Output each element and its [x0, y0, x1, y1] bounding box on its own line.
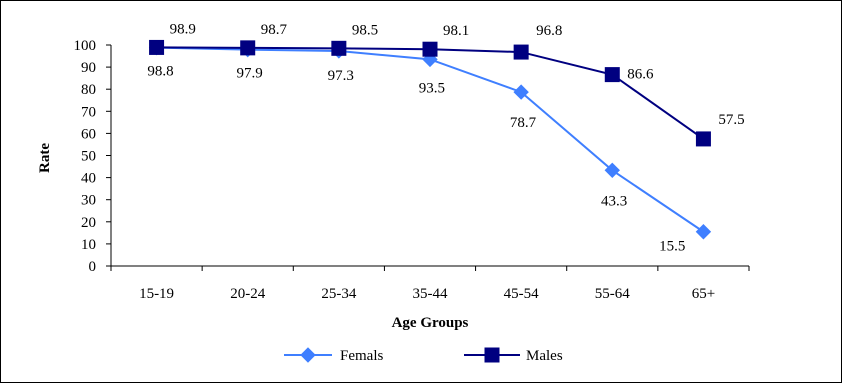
x-tick-label: 35-44 — [413, 286, 448, 302]
data-label-males: 98.1 — [443, 23, 469, 39]
series-layer — [148, 39, 712, 240]
data-point-males — [513, 44, 529, 60]
data-labels: 98.9 98.7 98.5 98.1 96.8 86.6 57.5 98.8 97.9 97.3… — [147, 21, 744, 254]
data-point-males — [149, 39, 165, 55]
y-tick-label: 50 — [81, 149, 96, 165]
y-tick-label: 10 — [81, 237, 96, 253]
legend-item-femals: Femals — [284, 347, 383, 364]
x-tick-label: 20-24 — [230, 286, 265, 302]
data-point-femals — [513, 84, 529, 100]
data-label-femals: 97.3 — [328, 68, 354, 84]
data-point-males — [422, 41, 438, 57]
legend-item-males: Males — [464, 347, 563, 364]
legend: Femals Males — [284, 347, 563, 364]
data-point-males — [695, 131, 711, 147]
data-point-femals — [695, 224, 712, 240]
x-tick-label: 45-54 — [504, 286, 539, 302]
y-tick-label: 0 — [89, 259, 97, 275]
legend-marker-males — [484, 347, 500, 363]
data-label-males: 96.8 — [536, 23, 562, 39]
data-label-femals: 78.7 — [510, 115, 537, 131]
data-label-femals: 98.8 — [147, 64, 173, 80]
legend-label-males: Males — [526, 348, 563, 364]
data-label-males: 57.5 — [718, 112, 744, 128]
data-point-femals — [604, 162, 620, 179]
axes: 0 10 20 30 40 50 60 70 80 90 100 15-19 20-24 25-34 35-… — [74, 38, 750, 302]
data-label-males: 98.7 — [261, 22, 288, 38]
data-point-males — [240, 40, 256, 56]
y-tick-label: 90 — [81, 60, 96, 76]
data-label-femals: 15.5 — [659, 239, 685, 255]
data-label-males: 98.9 — [170, 21, 196, 37]
data-label-femals: 93.5 — [419, 80, 445, 96]
x-tick-label: 25-34 — [321, 286, 356, 302]
x-tick-label: 65+ — [692, 286, 715, 302]
x-tick-label: 55-64 — [595, 286, 630, 302]
y-tick-label: 80 — [81, 82, 96, 98]
data-label-femals: 43.3 — [601, 193, 627, 209]
x-tick-label: 15-19 — [139, 286, 174, 302]
data-label-males: 86.6 — [627, 67, 654, 83]
data-point-males — [604, 67, 620, 83]
data-point-males — [331, 40, 347, 56]
x-axis-title: Age Groups — [392, 315, 469, 331]
y-tick-label: 60 — [81, 126, 96, 142]
y-tick-label: 100 — [74, 38, 97, 54]
y-tick-label: 30 — [81, 193, 96, 209]
data-label-femals: 97.9 — [236, 66, 262, 82]
y-axis-title: Rate — [37, 143, 53, 173]
legend-marker-femals — [300, 347, 316, 363]
y-tick-label: 40 — [81, 171, 96, 187]
data-label-males: 98.5 — [352, 22, 378, 38]
y-tick-label: 70 — [81, 104, 96, 120]
y-tick-label: 20 — [81, 215, 96, 231]
legend-label-femals: Femals — [340, 348, 383, 364]
